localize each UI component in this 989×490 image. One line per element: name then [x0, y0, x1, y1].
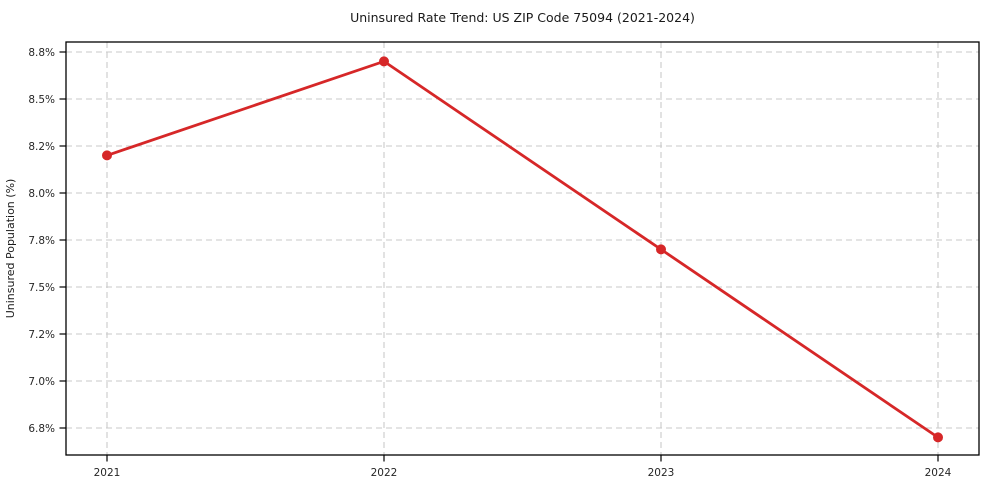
- y-tick-label: 7.2%: [28, 329, 55, 341]
- plot-border: [65, 41, 980, 456]
- data-series: [102, 56, 943, 443]
- x-tick-label: 2024: [925, 467, 952, 479]
- y-axis-title: Uninsured Population (%): [4, 179, 17, 319]
- y-tick-label: 8.0%: [28, 188, 55, 200]
- data-point-marker: [102, 150, 112, 161]
- x-tick-label: 2022: [371, 467, 398, 479]
- y-tick-label: 7.5%: [28, 282, 55, 294]
- y-tick-labels: 8.8% 8.5% 8.2% 8.0% 7.8% 7.5% 7.2% 7.0% 6.8%: [28, 47, 55, 435]
- gridlines: [66, 42, 979, 455]
- axis-ticks: [59, 51, 939, 462]
- data-point-marker: [656, 244, 666, 255]
- x-tick-label: 2023: [648, 467, 675, 479]
- x-tick-label: 2021: [94, 467, 121, 479]
- y-tick-label: 8.8%: [28, 47, 55, 59]
- trend-line: [105, 60, 940, 439]
- data-point-marker: [379, 56, 389, 67]
- y-tick-label: 7.8%: [28, 235, 55, 247]
- data-point-marker: [933, 432, 943, 443]
- y-tick-label: 6.8%: [28, 423, 55, 435]
- y-tick-label: 7.0%: [28, 376, 55, 388]
- y-tick-label: 8.2%: [28, 141, 55, 153]
- x-tick-labels: 2021 2022 2023 2024: [94, 467, 952, 479]
- y-tick-label: 8.5%: [28, 94, 55, 106]
- chart-title: Uninsured Rate Trend: US ZIP Code 75094 …: [350, 10, 695, 25]
